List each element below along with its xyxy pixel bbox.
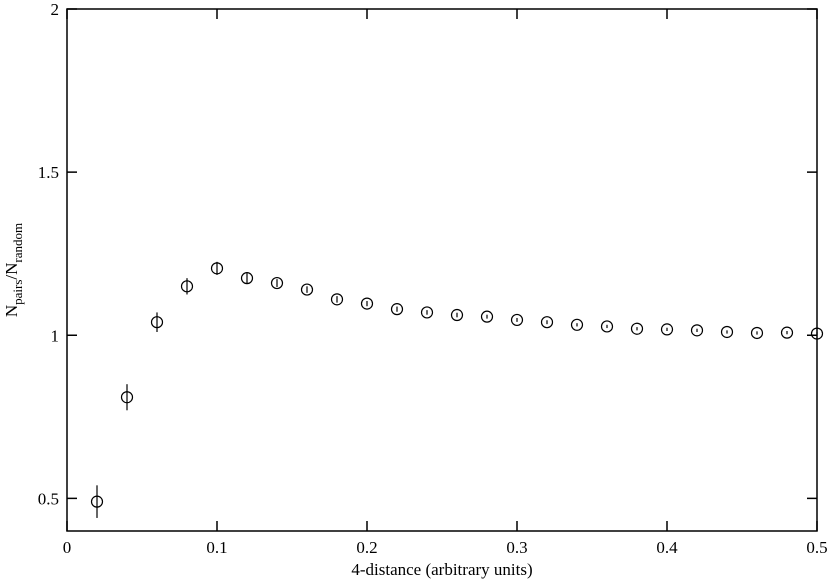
data-point: [300, 283, 314, 296]
data-point: [240, 272, 254, 285]
data-point: [90, 495, 104, 508]
data-point: [120, 391, 134, 404]
y-axis-label: Npairs/Nrandom: [2, 223, 25, 317]
y-axis-label-part: /N: [2, 263, 21, 280]
data-point: [450, 308, 464, 322]
data-point: [210, 262, 224, 275]
data-point: [480, 310, 494, 323]
data-point: [600, 320, 614, 333]
data-point: [810, 327, 824, 340]
x-tick-label: 0.4: [656, 538, 678, 557]
data-point: [690, 324, 704, 337]
data-point: [390, 303, 404, 316]
plot-frame: [66, 8, 818, 532]
x-tick-label: 0.2: [356, 538, 377, 557]
data-point: [330, 293, 344, 306]
data-point: [570, 318, 584, 331]
x-tick-label: 0.3: [506, 538, 527, 557]
data-point: [750, 326, 764, 340]
data-point: [720, 325, 734, 339]
data-point: [420, 306, 434, 319]
y-axis-label-part: pairs: [10, 280, 25, 305]
y-tick-label: 1: [51, 326, 60, 345]
y-axis-label-part: random: [10, 223, 25, 263]
x-tick-label: 0: [63, 538, 72, 557]
data-point: [180, 280, 194, 293]
data-point: [660, 323, 674, 336]
data-point: [510, 313, 524, 327]
x-tick-label: 0.1: [206, 538, 227, 557]
x-axis-label: 4-distance (arbitrary units): [351, 560, 532, 579]
x-tick-label: 0.5: [806, 538, 827, 557]
y-axis-label-part: N: [2, 305, 21, 317]
data-point: [540, 316, 554, 329]
y-tick-label: 1.5: [38, 163, 59, 182]
data-point: [780, 326, 794, 339]
y-tick-label: 0.5: [38, 489, 59, 508]
data-point: [270, 276, 284, 290]
y-tick-label: 2: [51, 0, 60, 19]
data-point: [150, 316, 164, 329]
data-point: [630, 322, 644, 335]
data-point: [360, 297, 374, 310]
